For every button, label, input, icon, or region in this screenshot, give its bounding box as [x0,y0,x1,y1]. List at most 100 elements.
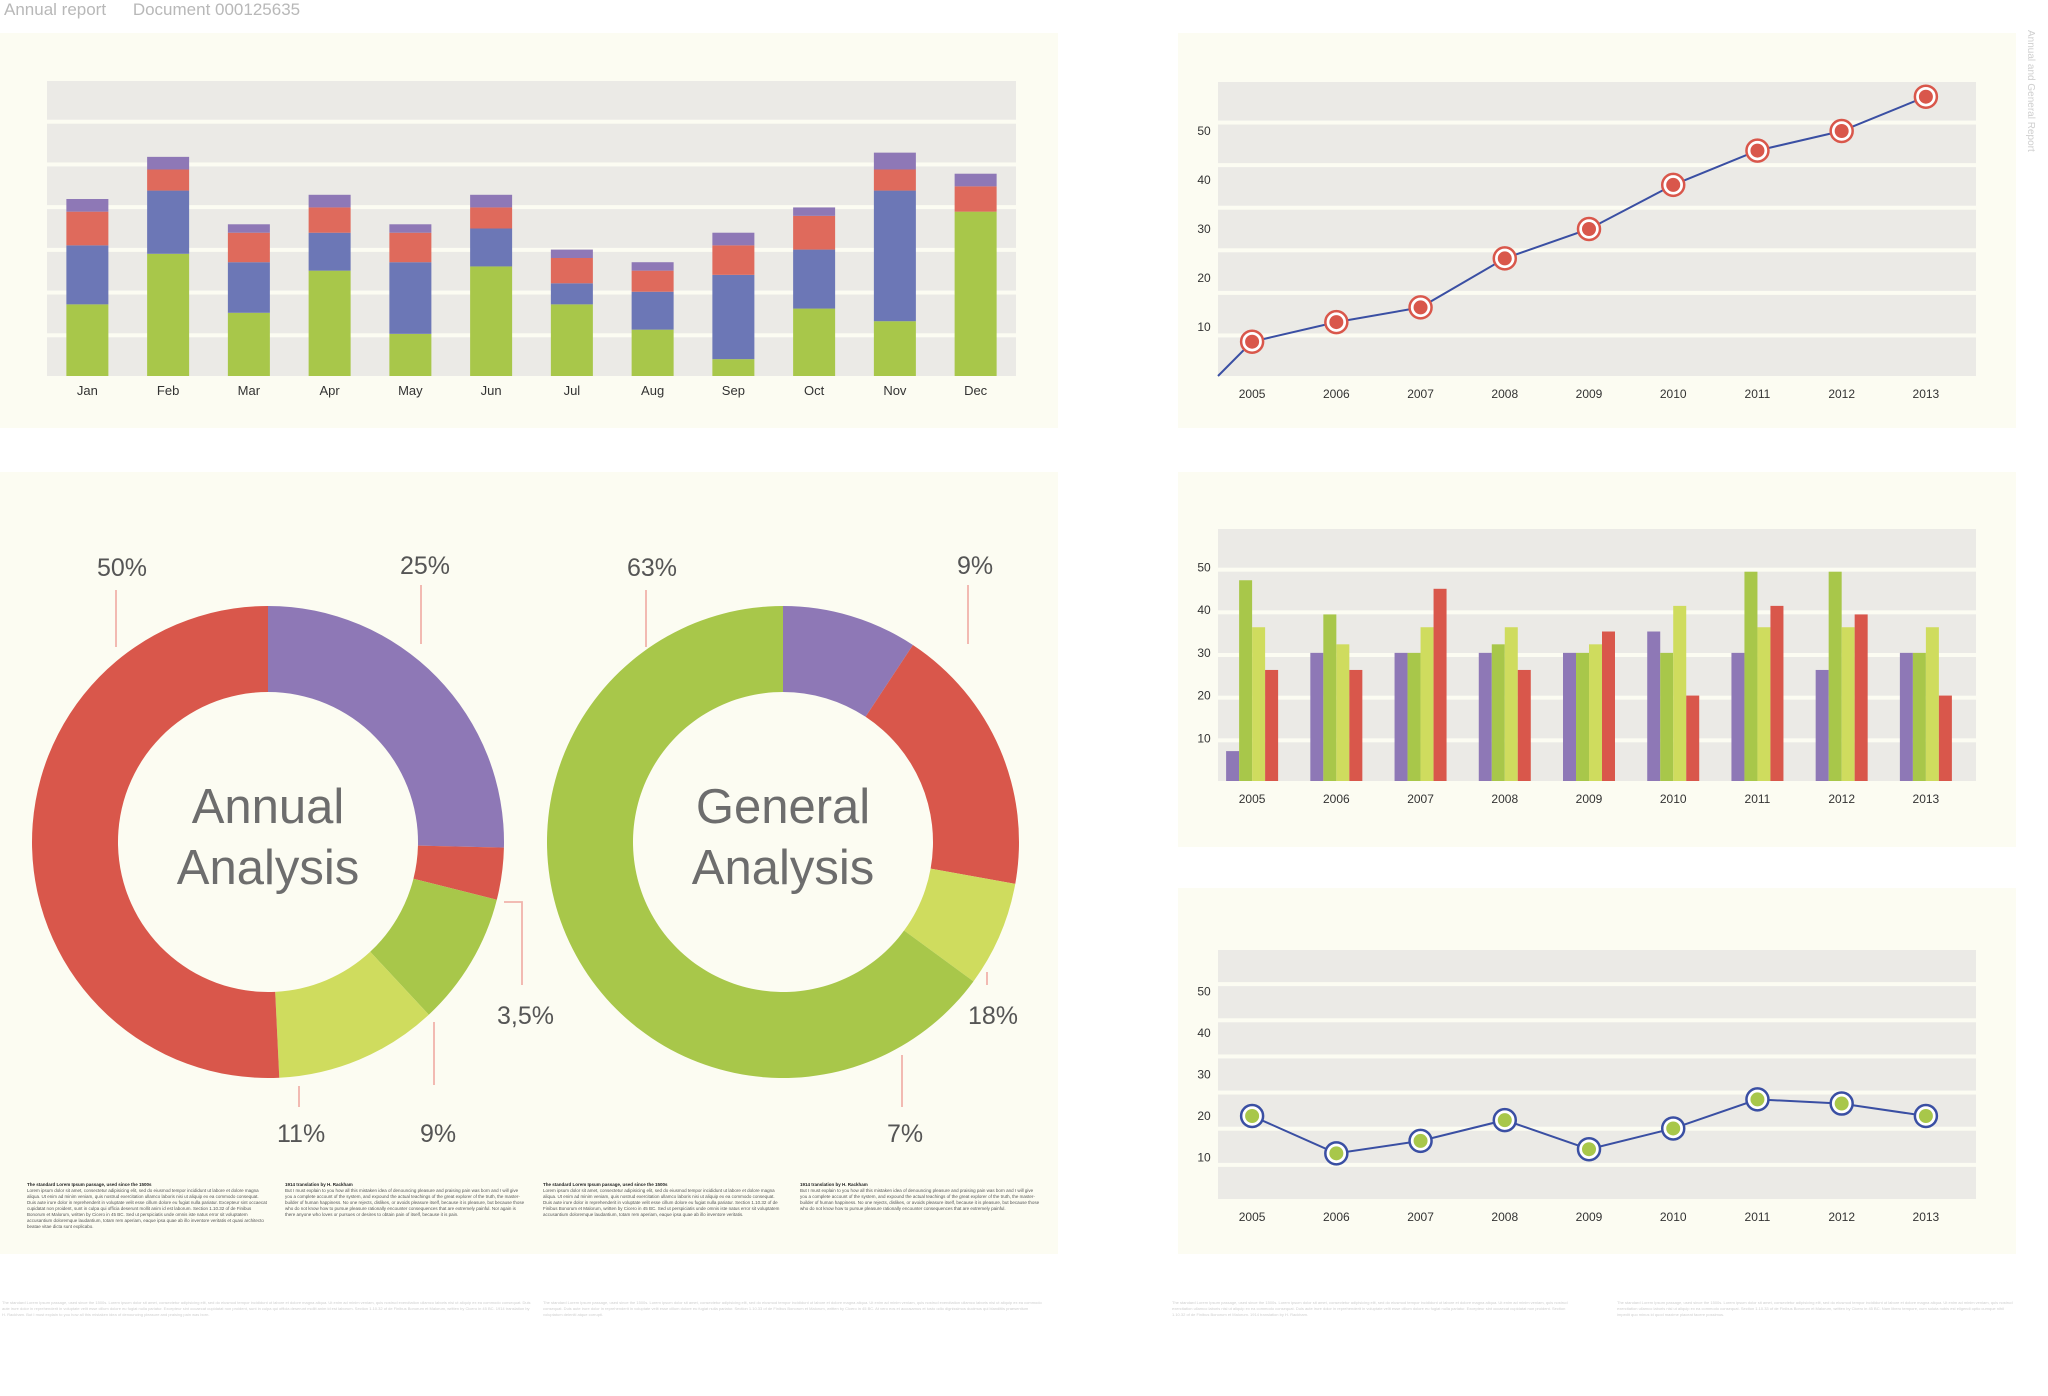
x-tick-label: 2012 [1828,387,1855,401]
point-2011 [1750,1092,1765,1107]
x-tick-label: 2013 [1913,792,1940,806]
bar-jul-green [550,304,593,376]
bar-2005-green [1239,580,1253,781]
bar-2005-purple [1226,751,1240,781]
notes-heading: 1914 translation by H. Rackham [800,1182,868,1187]
grouped-gridband [1218,529,1976,568]
general-analysis-title: General Analysis [663,777,903,899]
bar-mar-green [227,312,270,376]
x-tick-label: 2006 [1323,387,1350,401]
y-tick-label: 20 [1197,689,1211,703]
x-tick-label: Aug [641,383,664,398]
point-2013 [1918,1109,1933,1123]
annual-pct-green: 9% [420,1120,457,1148]
side-label: Annual and General Report [2025,30,2036,152]
bar-apr-salmon [308,207,351,233]
notes-column-3: The standard Lorem Ipsum passage, used s… [543,1182,783,1244]
general-pct-purple: 9% [957,552,994,580]
bar-mar-salmon [227,232,270,263]
bar-aug-salmon [631,270,674,292]
point-2010 [1666,1121,1681,1136]
annual-donut-slice-2 [370,878,497,1015]
x-tick-label: 2008 [1491,1210,1518,1224]
grouped-chart-panel: 10 20 30 40 50 2005 2006 2007 2008 2009 2010 2011 20… [1178,472,2016,847]
x-tick-label: 2009 [1576,387,1603,401]
bar-feb-salmon [147,169,190,191]
bar-2008-red [1517,669,1531,781]
annual-pct-purple: 25% [400,552,451,580]
x-tick-label: 2009 [1576,1210,1603,1224]
bar-2007-green [1407,652,1421,781]
annual-pct-red: 50% [97,554,148,582]
annual-donut-slice-4 [32,606,280,1078]
bar-sep-blue [712,274,755,360]
footer-column-4: The standard Lorem Ipsum passage, used s… [1617,1300,2013,1317]
bar-2013-lightgreen [1925,627,1939,781]
point-2010 [1666,177,1681,192]
bar-dec-green [954,211,997,376]
x-tick-label: Apr [320,383,341,398]
bar-may-green [389,333,432,376]
x-tick-label: 2005 [1239,1210,1266,1224]
monthly-gridband [47,251,1016,291]
general-pct-lightgreen: 7% [887,1120,924,1148]
bar-2005-red [1265,669,1279,781]
bar-apr-blue [308,232,351,271]
yearly-line-chart-red: 10 20 30 40 50 2005 2006 2007 2008 2009 2010 2011 20… [1197,82,1976,401]
x-tick-label: 2012 [1828,1210,1855,1224]
bar-apr-purple [308,194,351,208]
bar-2011-red [1770,605,1784,781]
line-chart-panel: 10 20 30 40 50 2005 2006 2007 2008 2009 2010 2011 20… [1178,33,2016,428]
point-2005 [1245,1109,1260,1123]
point-2008 [1497,251,1512,266]
bar-2013-red [1938,695,1952,781]
bar-may-salmon [389,232,432,263]
document-label: Document 000125635 [132,0,301,19]
bar-jan-salmon [66,211,109,246]
report-header: Annual report Document 000125635 [4,0,322,20]
bar-jan-purple [66,199,109,212]
x-tick-label: Feb [157,383,179,398]
bar-2009-purple [1563,652,1576,781]
point-2009 [1582,222,1596,236]
bar-2011-lightgreen [1757,627,1771,781]
line2-gridband [1218,1022,1976,1055]
donut-charts [32,585,1019,1107]
x-tick-label: 2010 [1660,387,1687,401]
yearly-line-chart-green: 10 20 30 40 50 2005 2006 2007 2008 2009 2010 2011 20… [1197,950,1976,1224]
point-2012 [1834,124,1849,138]
bar-2013-green [1912,652,1926,781]
line2-gridband [1218,1058,1976,1091]
x-tick-label: 2010 [1660,1210,1687,1224]
bar-jan-green [66,304,109,376]
bar-2008-purple [1478,652,1492,781]
bar-dec-purple [954,173,997,187]
x-tick-label: Jun [481,383,502,398]
x-tick-label: Oct [804,383,825,398]
leader-line [504,901,523,985]
general-donut-slice-1 [865,644,1019,884]
x-tick-label: Sep [722,383,745,398]
x-tick-label: 2007 [1407,1210,1434,1224]
bar-2010-green [1660,652,1674,781]
notes-heading: 1914 translation by H. Rackham [285,1182,353,1187]
bar-2007-purple [1394,652,1408,781]
bar-sep-green [712,359,755,376]
bar-may-blue [389,262,432,334]
y-tick-label: 20 [1197,1109,1211,1123]
notes-body: But I must explain to you how all this m… [285,1188,525,1217]
point-2011 [1750,143,1765,158]
series-line [1217,95,1927,377]
bar-2010-red [1686,695,1700,781]
monthly-gridband [47,294,1016,334]
monthly-chart-panel: Jan Feb Mar Apr May Jun Jul Aug Sep Oct Nov Dec [0,33,1058,428]
bar-2008-lightgreen [1504,627,1518,781]
general-title-line1: General [695,780,871,834]
bar-2012-red [1854,614,1868,781]
x-tick-label: 2010 [1660,792,1687,806]
annual-pct-lightgreen: 11% [277,1120,326,1148]
bar-oct-purple [793,207,836,216]
monthly-gridband [47,123,1016,163]
bar-oct-green [793,308,836,376]
y-tick-label: 10 [1197,731,1211,745]
